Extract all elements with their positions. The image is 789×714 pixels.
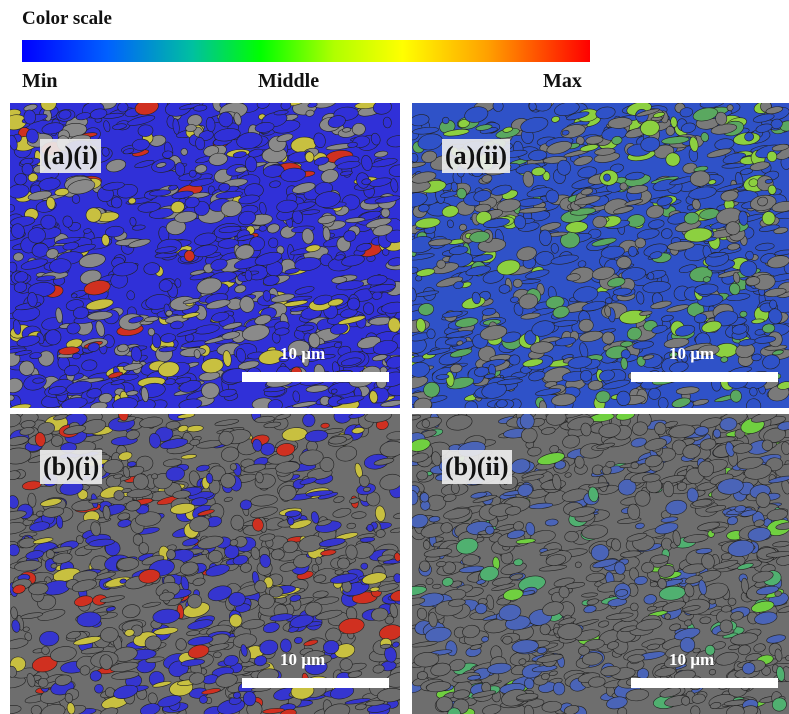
panel-label: (a)(i) — [40, 139, 101, 173]
scale-bar-label: 10 µm — [280, 344, 325, 364]
color-scale-bar — [22, 40, 590, 62]
middle-label: Middle — [258, 70, 319, 93]
scale-bar — [631, 678, 778, 688]
scale-bar — [242, 372, 389, 382]
scale-bar-label: 10 µm — [669, 344, 714, 364]
scale-bar — [242, 678, 389, 688]
micrograph-panel: (a)(i) 10 µm — [10, 103, 400, 408]
figure: Color scale Min Middle Max (a)(i)10 µm(a… — [0, 0, 789, 714]
scale-bar — [631, 372, 778, 382]
micrograph-panel: (a)(ii) 10 µm — [412, 103, 789, 408]
scale-bar-label: 10 µm — [669, 650, 714, 670]
panel-label: (b)(ii) — [442, 450, 512, 484]
color-scale-title: Color scale — [22, 8, 112, 30]
panel-label: (b)(i) — [40, 450, 102, 484]
scale-bar-label: 10 µm — [280, 650, 325, 670]
max-label: Max — [543, 70, 582, 93]
panel-label: (a)(ii) — [442, 139, 510, 173]
micrograph-panel: (b)(i) 10 µm — [10, 414, 400, 714]
micrograph-panel: (b)(ii) 10 µm — [412, 414, 789, 714]
min-label: Min — [22, 70, 58, 93]
